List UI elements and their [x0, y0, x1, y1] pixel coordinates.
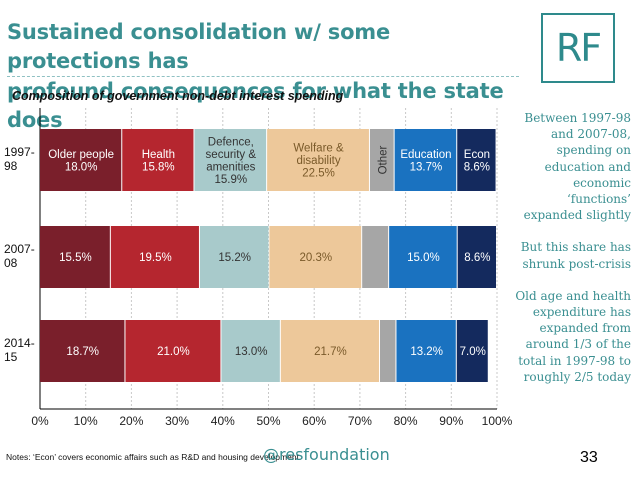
data-label: 15.5% — [59, 252, 92, 264]
series-name-label: amenities — [206, 161, 255, 173]
data-label: 15.2% — [218, 252, 251, 264]
bar-segment — [457, 226, 496, 288]
bar-segment — [456, 320, 488, 382]
x-tick-label: 60% — [302, 414, 326, 428]
category-label: 1997-98 — [4, 145, 35, 173]
rf-logo: RF — [541, 13, 615, 83]
data-label: 8.6% — [464, 161, 490, 173]
bar-segment — [267, 129, 369, 191]
page-number: 33 — [580, 449, 598, 466]
series-name-label: Health — [142, 149, 175, 161]
x-tick-label: 50% — [256, 414, 280, 428]
bar-segment — [394, 129, 457, 191]
data-label: 7.0% — [460, 346, 486, 358]
x-tick-label: 30% — [165, 414, 189, 428]
bar-segment — [362, 226, 389, 288]
data-label: 22.5% — [302, 168, 335, 180]
side-paragraph-1: Between 1997-98 and 2007-08, spending on… — [523, 111, 631, 223]
bar-segment — [199, 226, 269, 288]
bar-segment — [369, 129, 394, 191]
x-tick-label: 100% — [482, 414, 513, 428]
x-tick-label: 0% — [31, 414, 49, 428]
bar-segment — [280, 320, 380, 382]
bar-segment — [194, 129, 267, 191]
bar-segment — [269, 226, 362, 288]
data-label: 13.7% — [410, 161, 443, 173]
chart-title: Composition of government non-debt inter… — [12, 89, 344, 103]
x-tick-label: 90% — [439, 414, 463, 428]
data-label: 18.0% — [65, 161, 98, 173]
x-tick-label: 70% — [348, 414, 372, 428]
category-label: 2014-15 — [4, 336, 35, 364]
slide-title: Sustained consolidation w/ some protecti… — [7, 18, 527, 135]
bar-segment — [389, 226, 457, 288]
data-label: 18.7% — [66, 346, 99, 358]
twitter-handle: @resfoundation — [263, 445, 390, 464]
chart-notes: Notes: ‘Econ’ covers economic affairs su… — [6, 452, 302, 462]
x-tick-label: 10% — [74, 414, 98, 428]
x-tick-label: 20% — [119, 414, 143, 428]
data-label: 19.5% — [139, 252, 172, 264]
series-name-label: security & — [206, 149, 257, 161]
side-paragraph-3: Old age and health expenditure has expan… — [515, 288, 631, 384]
series-name-label: Defence, — [208, 136, 254, 148]
series-name-label: Other — [377, 145, 389, 174]
data-label: 20.3% — [299, 252, 332, 264]
side-paragraph-2: But this share has shrunk post-crisis — [520, 240, 631, 271]
bar-segment — [40, 129, 122, 191]
data-label: 13.0% — [235, 346, 268, 358]
data-label: 15.9% — [214, 174, 247, 186]
series-name-label: Older people — [48, 149, 114, 161]
data-label: 15.0% — [407, 252, 440, 264]
x-tick-label: 80% — [394, 414, 418, 428]
series-name-label: Education — [400, 149, 451, 161]
series-name-label: Econ — [464, 149, 490, 161]
bar-segment — [125, 320, 221, 382]
data-label: 15.8% — [142, 161, 175, 173]
bar-segment — [40, 226, 110, 288]
data-label: 21.0% — [157, 346, 190, 358]
data-label: 13.2% — [410, 346, 443, 358]
x-tick-label: 40% — [211, 414, 235, 428]
slide-title-line-2: profound consequences for what the state… — [7, 79, 504, 132]
slide-title-line-1: Sustained consolidation w/ some protecti… — [7, 18, 519, 77]
bar-segment — [221, 320, 280, 382]
bar-segment — [122, 129, 194, 191]
rf-logo-text: RF — [555, 26, 602, 70]
data-label: 8.6% — [464, 252, 490, 264]
data-label: 21.7% — [314, 346, 347, 358]
bar-segment — [40, 320, 125, 382]
bar-segment — [110, 226, 199, 288]
category-label: 2007-08 — [4, 242, 35, 270]
bar-segment — [396, 320, 456, 382]
series-name-label: Welfare & — [293, 143, 344, 155]
bar-segment — [380, 320, 396, 382]
side-commentary: Between 1997-98 and 2007-08, spending on… — [508, 110, 631, 401]
series-name-label: disability — [296, 155, 340, 167]
bar-segment — [457, 129, 496, 191]
